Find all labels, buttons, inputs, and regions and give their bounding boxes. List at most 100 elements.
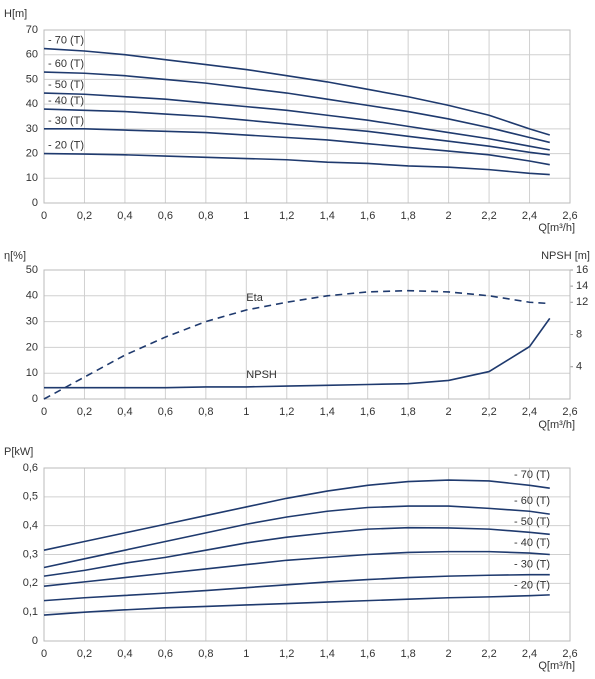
x-tick-label: 0 bbox=[41, 648, 47, 660]
series-label: NPSH bbox=[246, 369, 277, 381]
plot-frame bbox=[43, 467, 571, 642]
y-tick-label: 10 bbox=[26, 367, 38, 379]
x-tick-label: 0,4 bbox=[117, 648, 132, 660]
series-line bbox=[43, 92, 550, 151]
x-tick-label: 1,2 bbox=[279, 648, 294, 660]
x-tick-label: 1 bbox=[243, 406, 249, 418]
x-tick-label: 1 bbox=[243, 648, 249, 660]
y-tick-label: 20 bbox=[26, 341, 38, 353]
series-label: - 40 (T) bbox=[48, 95, 84, 107]
x-tick-label: 2,6 bbox=[562, 210, 577, 222]
series-line bbox=[43, 550, 550, 588]
y-tick-label: 0,4 bbox=[23, 520, 38, 532]
series-line bbox=[43, 479, 550, 551]
series-line bbox=[43, 152, 550, 176]
x-tick-label: 1,8 bbox=[401, 406, 416, 418]
y2-tick-label: 8 bbox=[576, 328, 582, 340]
series-label: - 30 (T) bbox=[48, 115, 84, 127]
x-tick-label: 0,4 bbox=[117, 210, 132, 222]
x-axis-label: Q[m³/h] bbox=[538, 660, 575, 672]
y-tick-label: 40 bbox=[26, 98, 38, 110]
x-tick-label: 1,4 bbox=[320, 648, 335, 660]
series-label: - 50 (T) bbox=[514, 516, 550, 528]
y-tick-label: 30 bbox=[26, 316, 38, 328]
y-tick-label: 0 bbox=[32, 393, 38, 405]
y-tick-label: 0 bbox=[32, 635, 38, 647]
y2-axis-label: NPSH [m] bbox=[541, 250, 590, 262]
x-tick-label: 2,6 bbox=[562, 648, 577, 660]
y-tick-label: 30 bbox=[26, 123, 38, 135]
series-line bbox=[43, 108, 550, 156]
series-line bbox=[43, 289, 550, 400]
plot-frame bbox=[43, 29, 571, 204]
x-tick-label: 0,8 bbox=[198, 406, 213, 418]
x-axis-label: Q[m³/h] bbox=[538, 222, 575, 234]
y-tick-label: 0,2 bbox=[23, 577, 38, 589]
y-axis-label: H[m] bbox=[4, 8, 27, 20]
series-line bbox=[43, 71, 550, 144]
series-line bbox=[43, 505, 550, 569]
x-tick-label: 2,6 bbox=[562, 406, 577, 418]
series-line bbox=[44, 317, 551, 389]
x-tick-label: 0,2 bbox=[77, 210, 92, 222]
x-axis-label: Q[m³/h] bbox=[538, 419, 575, 431]
y-tick-label: 60 bbox=[26, 49, 38, 61]
series-label: - 50 (T) bbox=[48, 79, 84, 91]
x-tick-label: 2,4 bbox=[522, 210, 537, 222]
y-tick-label: 50 bbox=[26, 73, 38, 85]
x-tick-label: 1,2 bbox=[279, 210, 294, 222]
series-label: - 40 (T) bbox=[514, 537, 550, 549]
x-tick-label: 0 bbox=[41, 406, 47, 418]
x-tick-label: 0,6 bbox=[158, 648, 173, 660]
x-tick-label: 1,4 bbox=[320, 210, 335, 222]
x-tick-label: 0 bbox=[41, 210, 47, 222]
y-tick-label: 20 bbox=[26, 147, 38, 159]
plot-frame bbox=[43, 269, 571, 400]
y-axis-label: η[%] bbox=[4, 250, 26, 262]
series-label: - 30 (T) bbox=[514, 559, 550, 571]
y-tick-label: 0,1 bbox=[23, 606, 38, 618]
x-tick-label: 0,8 bbox=[198, 210, 213, 222]
series-label: - 60 (T) bbox=[514, 495, 550, 507]
x-tick-label: 1,8 bbox=[401, 210, 416, 222]
y-tick-label: 50 bbox=[26, 264, 38, 276]
x-tick-label: 0,6 bbox=[158, 210, 173, 222]
x-tick-label: 0,8 bbox=[198, 648, 213, 660]
y2-tick-label: 14 bbox=[576, 280, 588, 292]
x-tick-label: 0,4 bbox=[117, 406, 132, 418]
x-tick-label: 2,4 bbox=[522, 648, 537, 660]
series-line bbox=[44, 128, 550, 166]
x-tick-label: 2,2 bbox=[481, 210, 496, 222]
x-tick-label: 1,6 bbox=[360, 648, 375, 660]
series-line bbox=[43, 573, 550, 602]
x-tick-label: 2 bbox=[446, 210, 452, 222]
x-tick-label: 1,4 bbox=[320, 406, 335, 418]
y-axis-label: P[kW] bbox=[4, 446, 33, 458]
series-label: - 70 (T) bbox=[48, 34, 84, 46]
x-tick-label: 2,2 bbox=[481, 648, 496, 660]
series-label: - 20 (T) bbox=[514, 580, 550, 592]
x-tick-label: 1,8 bbox=[401, 648, 416, 660]
x-tick-label: 2,4 bbox=[522, 406, 537, 418]
y-tick-label: 0,3 bbox=[23, 548, 38, 560]
series-line bbox=[43, 526, 550, 577]
y2-tick-label: 4 bbox=[576, 361, 582, 373]
x-tick-label: 1 bbox=[243, 210, 249, 222]
y-tick-label: 70 bbox=[26, 24, 38, 36]
x-tick-label: 2 bbox=[446, 648, 452, 660]
y-tick-label: 0 bbox=[32, 197, 38, 209]
series-label: - 60 (T) bbox=[48, 58, 84, 70]
y-tick-label: 10 bbox=[26, 172, 38, 184]
x-tick-label: 2,2 bbox=[481, 406, 496, 418]
series-label: - 20 (T) bbox=[48, 139, 84, 151]
x-tick-label: 0,2 bbox=[77, 648, 92, 660]
x-tick-label: 2 bbox=[446, 406, 452, 418]
x-tick-label: 1,2 bbox=[279, 406, 294, 418]
y-tick-label: 40 bbox=[26, 290, 38, 302]
x-tick-label: 0,6 bbox=[158, 406, 173, 418]
series-line bbox=[43, 47, 551, 136]
series-label: Eta bbox=[246, 292, 263, 304]
y2-tick-label: 12 bbox=[576, 296, 588, 308]
series-line bbox=[43, 594, 550, 616]
